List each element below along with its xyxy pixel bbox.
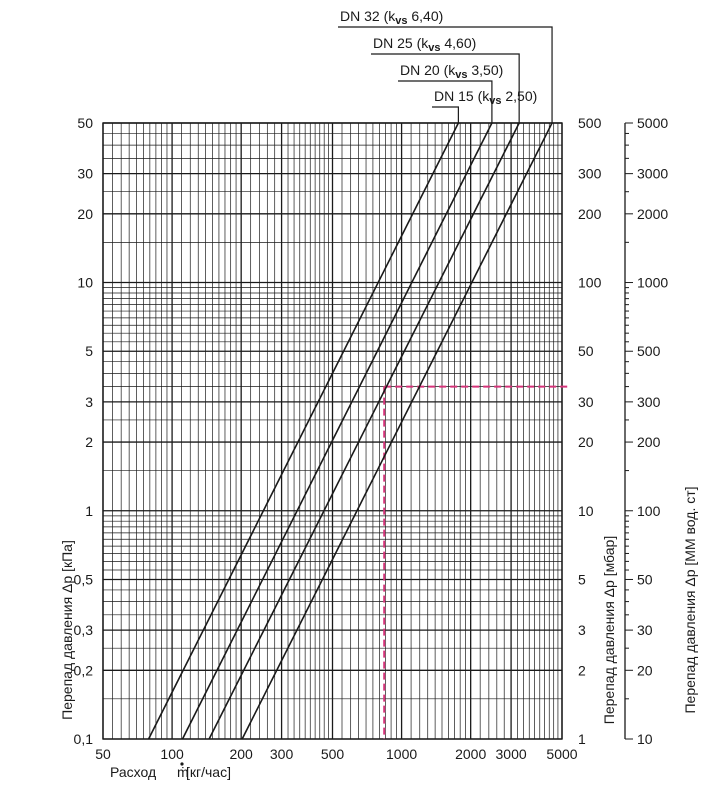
y-tick-label-mid: 30 [578, 394, 594, 410]
y-tick-label-mid: 500 [578, 115, 602, 131]
y-tick-label-mid: 50 [578, 343, 594, 359]
series-kvs-sub: vs [455, 69, 467, 81]
y-tick-label-mid: 1 [578, 731, 586, 747]
y-tick-label-left: 0,5 [74, 571, 94, 587]
series-name: DN 32 (k [340, 8, 396, 24]
y-tick-label-right: 30 [637, 622, 653, 638]
y-tick-label-left: 10 [77, 275, 93, 291]
y-tick-label-right: 2000 [637, 206, 668, 222]
y-tick-label-mid: 10 [578, 503, 594, 519]
y-tick-label-mid: 300 [578, 166, 602, 182]
y-tick-label-left: 0,2 [74, 662, 94, 678]
y-tick-label-right: 300 [637, 394, 661, 410]
x-tick-label: 50 [95, 746, 111, 762]
series-kvs-sub: vs [428, 42, 440, 54]
series-line-dn-32 [241, 122, 553, 740]
y-tick-label-right: 500 [637, 343, 661, 359]
y-tick-label-mid: 200 [578, 206, 602, 222]
x-tick-label: 500 [321, 746, 345, 762]
y-tick-label-left: 3 [85, 394, 93, 410]
example-reading [383, 385, 568, 739]
series-name: DN 20 (k [400, 62, 456, 78]
plot-frame [102, 122, 563, 740]
series-leader-line [432, 106, 459, 123]
mass-flow-dot [180, 762, 184, 766]
series-label-dn-32: DN 32 (kvs 6,40) [340, 8, 443, 27]
series-name: DN 25 (k [373, 35, 429, 51]
series-leader-line [338, 26, 553, 123]
series-line-dn-20 [181, 122, 493, 740]
y-tick-label-right: 3000 [637, 166, 668, 182]
y-tick-label-mid: 20 [578, 434, 594, 450]
y-tick-label-right: 10 [637, 731, 653, 747]
series-line-dn-15 [147, 122, 460, 740]
series-kvs-value: 3,50) [467, 62, 503, 78]
x-tick-label: 200 [229, 746, 253, 762]
y-tick-label-mid: 2 [578, 662, 586, 678]
y-tick-label-mid: 3 [578, 622, 586, 638]
x-tick-label: 1000 [386, 746, 417, 762]
y-tick-label-right: 100 [637, 503, 661, 519]
y-tick-label-left: 0,1 [74, 731, 94, 747]
y-axis-label-right: Перепад давления Δp [ММ вод. ст] [682, 486, 698, 713]
x-tick-label: 5000 [546, 746, 577, 762]
y-axis-label-left: Перепад давления Δp [кПа] [59, 540, 75, 720]
x-axis-label-text: Расход [110, 764, 156, 780]
y-tick-label-mid: 100 [578, 275, 602, 291]
y-tick-label-right: 1000 [637, 275, 668, 291]
y-tick-label-left: 2 [85, 434, 93, 450]
series-kvs-sub: vs [489, 95, 501, 107]
series-kvs-value: 6,40) [407, 8, 443, 24]
y-tick-label-left: 30 [77, 166, 93, 182]
x-axis-label: Расход ṁ [кг/час] [110, 764, 231, 780]
x-tick-label: 100 [160, 746, 184, 762]
series-name: DN 15 (k [434, 88, 490, 104]
series-label-dn-20: DN 20 (kvs 3,50) [400, 62, 503, 81]
series-labels: DN 15 (kvs 2,50)DN 20 (kvs 3,50)DN 25 (k… [338, 8, 553, 123]
series-label-dn-15: DN 15 (kvs 2,50) [434, 88, 537, 107]
series-line-dn-25 [208, 122, 520, 740]
x-axis-label-symbol: ṁ [177, 764, 189, 780]
y-tick-label-right: 200 [637, 434, 661, 450]
secondary-axes: 10 20 30 50 100 200 300 500 1000 2000 3000 5000 [180, 115, 668, 766]
x-axis-label-unit: [кг/час] [186, 764, 231, 780]
chart-grid [102, 122, 563, 740]
y-tick-label-left: 1 [85, 503, 93, 519]
x-tick-label: 3000 [496, 746, 527, 762]
x-tick-label: 300 [270, 746, 294, 762]
y-tick-label-left: 50 [77, 115, 93, 131]
series-leader-line [398, 80, 493, 123]
y-tick-label-mid: 5 [578, 571, 586, 587]
series-kvs-value: 4,60) [440, 35, 476, 51]
y-tick-label-right: 20 [637, 662, 653, 678]
y-tick-label-left: 5 [85, 343, 93, 359]
x-tick-label: 2000 [455, 746, 486, 762]
y-tick-label-left: 0,3 [74, 622, 94, 638]
y-axis-label-mid: Перепад давления Δp [мбар] [601, 536, 617, 724]
series-kvs-sub: vs [395, 15, 407, 27]
y-tick-label-left: 20 [77, 206, 93, 222]
series-leader-line [371, 53, 520, 123]
tick-labels: 50 100 200 300 500 1000 2000 3000 5000 0,1 0,2 0,3 0… [74, 115, 602, 762]
series-label-dn-25: DN 25 (kvs 4,60) [373, 35, 476, 54]
series-lines [147, 122, 553, 740]
y-tick-label-right: 5000 [637, 115, 668, 131]
y-tick-label-right: 50 [637, 571, 653, 587]
